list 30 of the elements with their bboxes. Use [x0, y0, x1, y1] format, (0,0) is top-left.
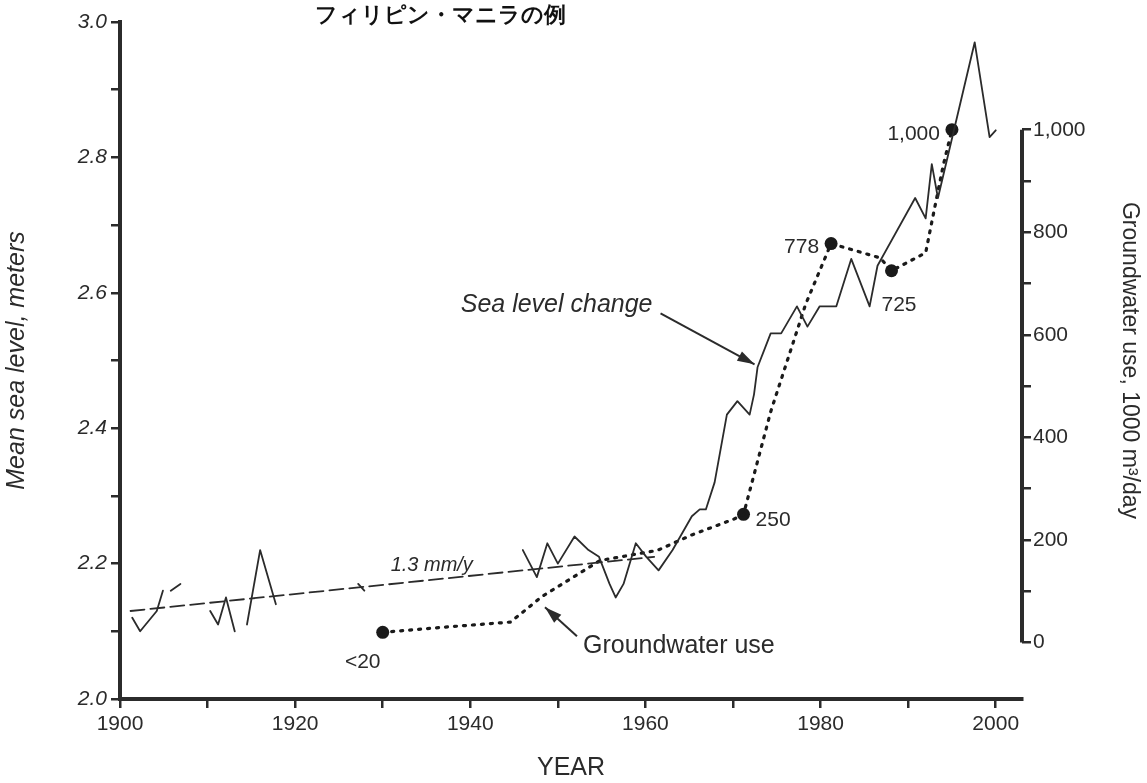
data-label: <20: [344, 649, 381, 673]
y-tick-label: 2.0: [76, 685, 108, 709]
annotation: Sea level change: [460, 289, 653, 318]
data-label: 778: [784, 234, 820, 258]
y2-tick-label: 0: [1033, 629, 1045, 653]
x-axis-title: YEAR: [536, 751, 606, 780]
y-tick-label: 2.6: [76, 279, 108, 303]
chart-title: フィリピン・マニラの例: [314, 2, 566, 27]
y2-tick-label: 800: [1033, 219, 1069, 243]
x-tick-label: 1900: [96, 711, 144, 735]
x-tick-label: 1940: [446, 711, 494, 735]
x-tick-label: 1920: [271, 711, 319, 735]
y-axis-title: Mean sea level, meters: [0, 231, 29, 490]
y-tick-label: 3.0: [77, 8, 108, 32]
y2-tick-label: 600: [1033, 321, 1069, 345]
annotation: 1.3 mm/y: [390, 552, 474, 575]
y2-tick-label: 200: [1033, 526, 1069, 550]
x-tick-label: 1960: [622, 711, 669, 735]
data-label: 725: [881, 291, 917, 315]
x-tick-label: 1980: [797, 711, 844, 735]
y2-tick-label: 1,000: [1033, 116, 1086, 140]
y-tick-label: 2.2: [76, 550, 108, 574]
data-label: 250: [755, 507, 791, 531]
y2-tick-label: 400: [1033, 424, 1069, 448]
y-tick-label: 2.8: [76, 144, 108, 168]
y-tick-label: 2.4: [76, 415, 107, 439]
annotation: Groundwater use: [582, 630, 775, 659]
x-tick-label: 2000: [972, 711, 1020, 735]
y2-axis-title: Groundwater use, 1000 m³/day: [1117, 201, 1144, 520]
data-label: 1,000: [887, 120, 940, 144]
